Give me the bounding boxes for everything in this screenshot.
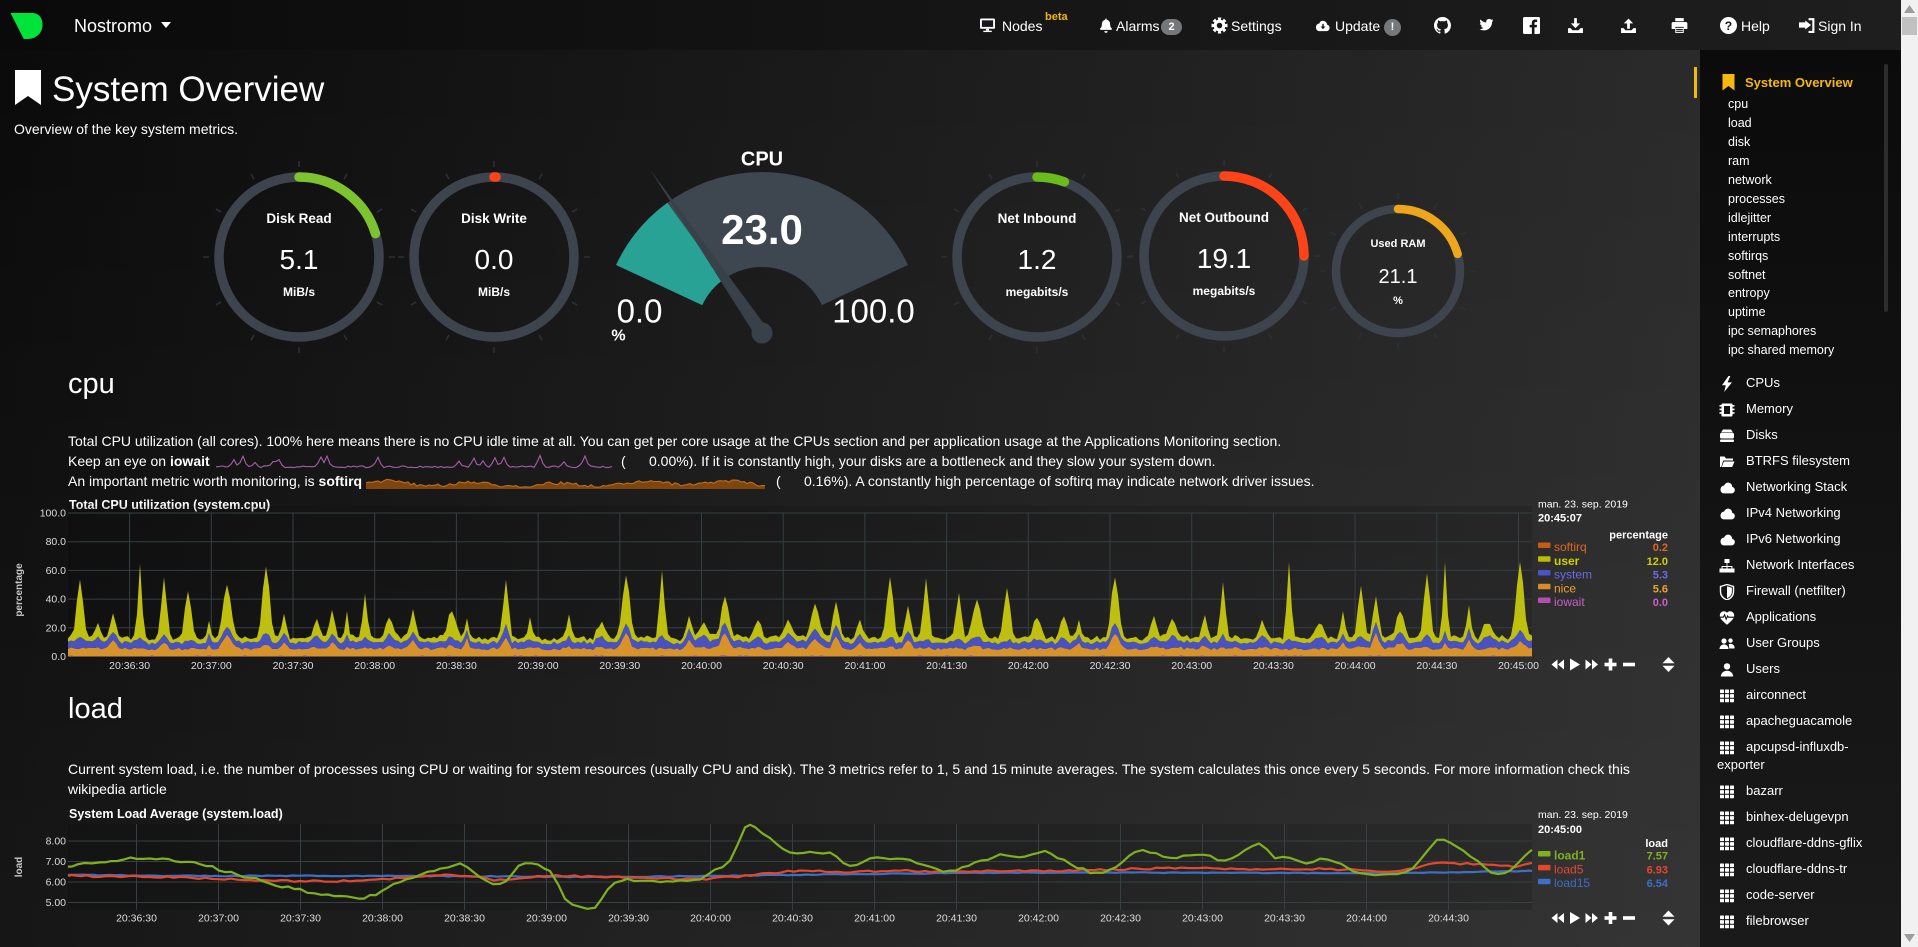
- svg-text:%: %: [611, 328, 625, 345]
- svg-text:40.0: 40.0: [46, 594, 67, 606]
- svg-text:System Load Average (system.lo: System Load Average (system.load): [69, 807, 283, 821]
- svg-text:20:37:00: 20:37:00: [198, 913, 239, 925]
- svg-text:MiB/s: MiB/s: [283, 285, 315, 299]
- svg-text:5.00: 5.00: [46, 897, 67, 909]
- svg-text:%: %: [1393, 295, 1403, 307]
- svg-text:Total CPU utilization (system.: Total CPU utilization (system.cpu): [69, 498, 270, 512]
- svg-text:20:41:30: 20:41:30: [926, 660, 967, 672]
- svg-text:20:43:00: 20:43:00: [1171, 660, 1212, 672]
- svg-text:20:36:30: 20:36:30: [109, 660, 150, 672]
- svg-text:?: ?: [1725, 19, 1732, 33]
- svg-text:0.0: 0.0: [617, 293, 663, 330]
- svg-text:load: load: [14, 857, 25, 878]
- svg-text:load5: load5: [1554, 862, 1584, 876]
- svg-text:percentage: percentage: [1609, 530, 1668, 542]
- svg-text:1.2: 1.2: [1018, 244, 1057, 275]
- svg-text:Disk Read: Disk Read: [266, 211, 331, 226]
- svg-text:20:42:00: 20:42:00: [1008, 660, 1049, 672]
- svg-text:20:38:00: 20:38:00: [354, 660, 395, 672]
- svg-text:load15: load15: [1554, 876, 1590, 890]
- svg-text:20:40:00: 20:40:00: [681, 660, 722, 672]
- svg-text:20:39:30: 20:39:30: [608, 913, 649, 925]
- svg-text:12.0: 12.0: [1647, 556, 1668, 568]
- svg-text:20:37:30: 20:37:30: [273, 660, 314, 672]
- svg-text:20:41:00: 20:41:00: [844, 660, 885, 672]
- svg-text:5.1: 5.1: [280, 244, 319, 275]
- svg-text:20:45:00: 20:45:00: [1498, 660, 1539, 672]
- svg-text:20:36:30: 20:36:30: [116, 913, 157, 925]
- svg-text:20:42:00: 20:42:00: [1018, 913, 1059, 925]
- svg-text:system: system: [1554, 568, 1592, 582]
- svg-text:20:39:00: 20:39:00: [526, 913, 567, 925]
- svg-text:21.1: 21.1: [1379, 266, 1418, 288]
- svg-text:20:40:30: 20:40:30: [772, 913, 813, 925]
- svg-text:20:39:30: 20:39:30: [599, 660, 640, 672]
- svg-text:100.0: 100.0: [832, 293, 915, 330]
- svg-text:60.0: 60.0: [46, 565, 67, 577]
- svg-text:load1: load1: [1554, 849, 1586, 863]
- svg-text:6.00: 6.00: [46, 877, 67, 889]
- svg-text:20:38:30: 20:38:30: [444, 913, 485, 925]
- svg-text:20:41:30: 20:41:30: [936, 913, 977, 925]
- svg-text:20:44:00: 20:44:00: [1335, 660, 1376, 672]
- svg-text:0.0: 0.0: [51, 651, 66, 663]
- svg-text:20:39:00: 20:39:00: [518, 660, 559, 672]
- svg-text:20:43:30: 20:43:30: [1264, 913, 1305, 925]
- svg-text:20:38:00: 20:38:00: [362, 913, 403, 925]
- svg-text:softirq: softirq: [1554, 540, 1587, 554]
- svg-text:MiB/s: MiB/s: [478, 285, 510, 299]
- svg-text:6.93: 6.93: [1647, 864, 1668, 876]
- svg-text:20:43:00: 20:43:00: [1182, 913, 1223, 925]
- svg-text:user: user: [1554, 554, 1580, 568]
- svg-text:80.0: 80.0: [46, 536, 67, 548]
- svg-text:load: load: [1645, 838, 1668, 850]
- svg-text:20.0: 20.0: [46, 622, 67, 634]
- svg-text:6.54: 6.54: [1647, 878, 1669, 890]
- svg-text:megabits/s: megabits/s: [1193, 284, 1256, 298]
- svg-text:20:43:30: 20:43:30: [1253, 660, 1294, 672]
- svg-text:CPU: CPU: [741, 149, 783, 171]
- svg-text:20:40:30: 20:40:30: [763, 660, 804, 672]
- svg-text:7.57: 7.57: [1647, 851, 1668, 863]
- svg-text:man. 23. sep. 2019: man. 23. sep. 2019: [1538, 499, 1628, 511]
- svg-text:20:44:30: 20:44:30: [1416, 660, 1457, 672]
- svg-text:man. 23. sep. 2019: man. 23. sep. 2019: [1538, 809, 1628, 821]
- svg-text:20:44:30: 20:44:30: [1428, 913, 1469, 925]
- svg-text:Net Inbound: Net Inbound: [998, 211, 1077, 226]
- svg-text:megabits/s: megabits/s: [1006, 285, 1069, 299]
- svg-text:20:38:30: 20:38:30: [436, 660, 477, 672]
- svg-text:5.3: 5.3: [1653, 570, 1668, 582]
- svg-text:20:37:30: 20:37:30: [280, 913, 321, 925]
- svg-text:percentage: percentage: [14, 563, 25, 617]
- svg-text:19.1: 19.1: [1197, 243, 1252, 274]
- svg-text:0.0: 0.0: [475, 244, 514, 275]
- svg-text:100.0: 100.0: [40, 508, 66, 520]
- svg-text:20:40:00: 20:40:00: [690, 913, 731, 925]
- svg-text:20:37:00: 20:37:00: [191, 660, 232, 672]
- svg-text:nice: nice: [1554, 581, 1576, 595]
- svg-text:0.0: 0.0: [1653, 597, 1668, 609]
- svg-text:8.00: 8.00: [46, 836, 67, 848]
- svg-text:20:45:07: 20:45:07: [1538, 513, 1582, 525]
- svg-text:Used RAM: Used RAM: [1370, 238, 1425, 250]
- svg-text:0.2: 0.2: [1653, 542, 1668, 554]
- svg-text:23.0: 23.0: [721, 206, 803, 253]
- svg-text:7.00: 7.00: [46, 856, 67, 868]
- svg-text:Disk Write: Disk Write: [461, 211, 527, 226]
- svg-text:iowait: iowait: [1554, 595, 1585, 609]
- svg-text:20:42:30: 20:42:30: [1100, 913, 1141, 925]
- svg-text:20:41:00: 20:41:00: [854, 913, 895, 925]
- svg-text:20:42:30: 20:42:30: [1090, 660, 1131, 672]
- svg-text:5.6: 5.6: [1653, 583, 1668, 595]
- svg-text:20:44:00: 20:44:00: [1346, 913, 1387, 925]
- svg-text:Net Outbound: Net Outbound: [1179, 210, 1269, 225]
- svg-text:20:45:00: 20:45:00: [1538, 824, 1582, 836]
